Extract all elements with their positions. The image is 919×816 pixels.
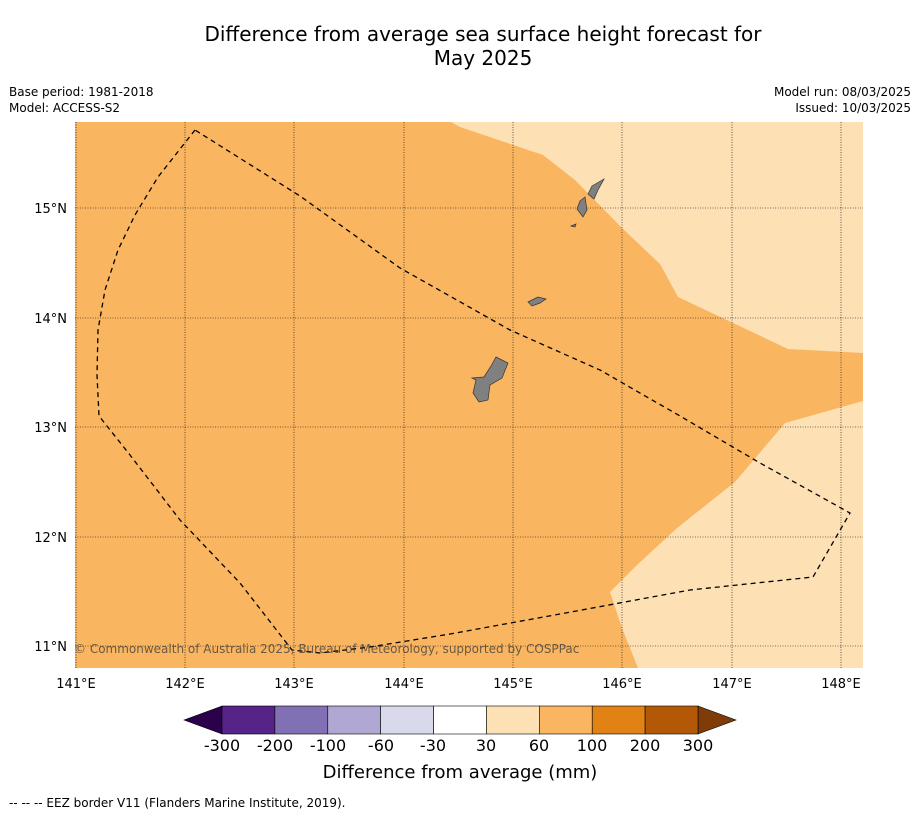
lat-tick-13: 13°N	[34, 421, 67, 436]
eez-legend-footer: -- -- -- EEZ border V11 (Flanders Marine…	[9, 796, 346, 810]
lon-tick-146: 146°E	[602, 677, 642, 692]
cb-tick-5: -30	[420, 736, 446, 755]
colorbar-segment	[221, 705, 276, 735]
colorbar-extend-high	[697, 705, 737, 735]
lon-tick-144: 144°E	[384, 677, 424, 692]
colorbar-segment	[539, 705, 593, 735]
base-period-text: Base period: 1981-2018	[9, 85, 154, 99]
colorbar-segment	[486, 705, 540, 735]
anomaly-region-30-60-north	[451, 122, 863, 353]
lat-tick-14: 14°N	[34, 312, 67, 327]
title-line-2: May 2025	[433, 46, 533, 70]
anomaly-region-30-60-south	[610, 401, 863, 668]
lon-tick-142: 142°E	[165, 677, 205, 692]
graticule	[75, 122, 863, 668]
chart-title: Difference from average sea surface heig…	[0, 22, 919, 70]
colorbar-tick-labels: -300 -200 -100 -60 -30 30 60 100 200 300	[204, 736, 713, 755]
cb-tick-6: 30	[476, 736, 496, 755]
colorbar-segment	[274, 705, 329, 735]
colorbar-extend-low	[183, 705, 223, 735]
model-text: Model: ACCESS-S2	[9, 101, 121, 115]
lon-tick-148: 148°E	[821, 677, 861, 692]
title-line-1: Difference from average sea surface heig…	[204, 22, 762, 46]
lon-tick-143: 143°E	[274, 677, 314, 692]
island-tinian	[576, 196, 588, 218]
cb-tick-2: -200	[257, 736, 293, 755]
lon-tick-147: 147°E	[712, 677, 752, 692]
land	[470, 178, 605, 403]
eez-border	[96, 129, 851, 654]
lon-tick-145: 145°E	[493, 677, 533, 692]
colorbar-segments	[221, 705, 699, 735]
colorbar: -300 -200 -100 -60 -30 30 60 100 200 300…	[183, 705, 737, 783]
lon-tick-141: 141°E	[56, 677, 96, 692]
copyright-text: © Commonwealth of Australia 2025, Bureau…	[74, 642, 579, 656]
colorbar-segment	[644, 705, 699, 735]
lon-tick-labels: 141°E 142°E 143°E 144°E 145°E 146°E 147°…	[56, 677, 861, 692]
cb-tick-1: -300	[204, 736, 240, 755]
cb-tick-7: 60	[529, 736, 549, 755]
meta-left: Base period: 1981-2018 Model: ACCESS-S2	[9, 84, 154, 116]
island-guam	[470, 356, 509, 403]
island-rota	[527, 296, 547, 307]
cb-tick-9: 200	[630, 736, 661, 755]
model-run-text: Model run: 08/03/2025	[773, 85, 911, 99]
map-panel: © Commonwealth of Australia 2025, Bureau…	[74, 122, 863, 668]
colorbar-segment	[433, 705, 487, 735]
cb-tick-3: -100	[310, 736, 346, 755]
island-saipan	[587, 178, 605, 200]
cb-tick-4: -60	[368, 736, 394, 755]
colorbar-segment	[380, 705, 434, 735]
lat-tick-15: 15°N	[34, 202, 67, 217]
colorbar-title: Difference from average (mm)	[323, 762, 598, 783]
cb-tick-10: 300	[683, 736, 714, 755]
lat-tick-11: 11°N	[34, 640, 67, 655]
lat-tick-12: 12°N	[34, 531, 67, 546]
colorbar-segment	[327, 705, 381, 735]
meta-right: Model run: 08/03/2025 Issued: 10/03/2025	[774, 84, 911, 116]
cb-tick-8: 100	[577, 736, 608, 755]
colorbar-segment	[591, 705, 646, 735]
issued-text: Issued: 10/03/2025	[795, 101, 911, 115]
island-aguijan	[569, 223, 577, 228]
lat-tick-labels: 11°N 12°N 13°N 14°N 15°N	[34, 202, 67, 655]
